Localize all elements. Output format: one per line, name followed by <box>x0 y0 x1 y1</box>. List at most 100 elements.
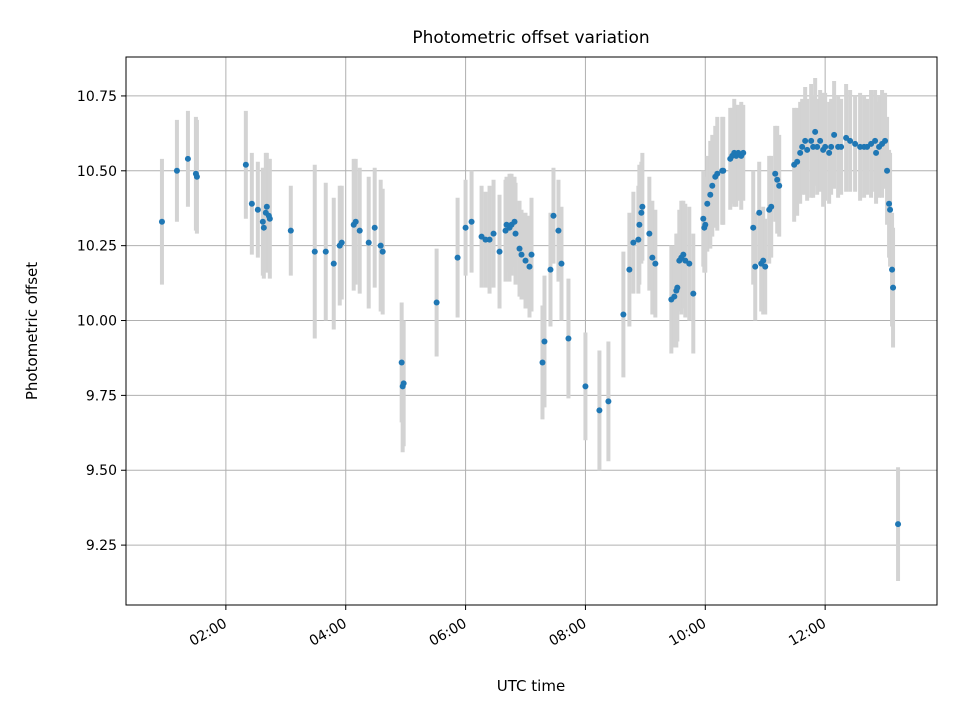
data-point <box>774 176 781 183</box>
data-point <box>802 137 809 144</box>
data-point <box>398 359 405 366</box>
data-point <box>620 311 627 318</box>
data-point <box>468 218 475 225</box>
data-point <box>776 182 783 189</box>
data-point <box>652 260 659 267</box>
data-point <box>635 236 642 243</box>
data-point <box>847 137 854 144</box>
y-tick-label: 10.25 <box>77 239 117 255</box>
data-point <box>808 137 815 144</box>
data-point <box>184 155 191 162</box>
data-point <box>352 218 359 225</box>
data-point <box>686 260 693 267</box>
data-point <box>714 170 721 177</box>
y-tick-label: 9.50 <box>86 463 117 479</box>
data-point <box>512 230 519 237</box>
data-point <box>547 266 554 273</box>
data-point <box>263 203 270 210</box>
plot-frame <box>125 56 938 606</box>
data-point <box>582 383 589 390</box>
data-point <box>838 143 845 150</box>
data-point <box>260 224 267 231</box>
data-point <box>287 227 294 234</box>
data-point <box>454 254 461 261</box>
data-point <box>768 203 775 210</box>
data-point <box>700 215 707 222</box>
data-point <box>772 170 779 177</box>
data-point <box>518 251 525 258</box>
data-point <box>886 200 893 207</box>
data-point <box>704 200 711 207</box>
data-point <box>496 248 503 255</box>
y-tick-label: 10.50 <box>77 164 117 180</box>
data-point <box>671 293 678 300</box>
data-point <box>646 230 653 237</box>
data-point <box>193 173 200 180</box>
data-point <box>462 224 469 231</box>
data-point <box>762 263 769 270</box>
data-point <box>895 521 902 528</box>
data-point <box>528 251 535 258</box>
data-point <box>511 218 518 225</box>
data-point <box>626 266 633 273</box>
data-point <box>702 221 709 228</box>
data-point <box>266 215 273 222</box>
data-point <box>541 338 548 345</box>
data-point <box>322 248 329 255</box>
data-point <box>804 146 811 153</box>
data-point <box>760 257 767 264</box>
data-point <box>636 221 643 228</box>
data-point <box>873 149 880 156</box>
data-point <box>890 284 897 291</box>
data-point <box>817 137 824 144</box>
data-point <box>814 143 821 150</box>
data-point <box>555 227 562 234</box>
y-tick-label: 9.75 <box>86 388 117 404</box>
data-point <box>812 128 819 135</box>
data-point <box>756 209 763 216</box>
data-point <box>649 254 656 261</box>
data-point <box>379 248 386 255</box>
data-point <box>596 407 603 414</box>
data-point <box>799 143 806 150</box>
data-point <box>173 167 180 174</box>
data-point <box>158 218 165 225</box>
data-point <box>338 239 345 246</box>
y-tick-label: 9.25 <box>86 538 117 554</box>
data-point <box>884 167 891 174</box>
data-point <box>486 236 493 243</box>
data-point <box>690 290 697 297</box>
data-point <box>558 260 565 267</box>
data-point <box>254 206 261 213</box>
data-point <box>638 209 645 216</box>
data-point <box>740 149 747 156</box>
grid-layer <box>126 57 937 605</box>
data-point <box>828 143 835 150</box>
y-axis-label: Photometric offset <box>23 262 41 400</box>
data-point <box>797 149 804 156</box>
data-point <box>872 137 879 144</box>
data-point <box>720 167 727 174</box>
data-point <box>248 200 255 207</box>
data-point <box>565 335 572 342</box>
point-layer <box>158 128 902 528</box>
data-point <box>889 266 896 273</box>
data-point <box>822 143 829 150</box>
data-point <box>259 218 266 225</box>
data-point <box>882 137 889 144</box>
data-point <box>311 248 318 255</box>
data-point <box>516 245 523 252</box>
data-point <box>371 224 378 231</box>
data-point <box>365 239 372 246</box>
data-point <box>831 131 838 138</box>
data-point <box>630 239 637 246</box>
data-point <box>377 242 384 249</box>
data-point <box>674 284 681 291</box>
y-tick-label: 10.00 <box>77 314 117 330</box>
data-point <box>539 359 546 366</box>
data-point <box>400 380 407 387</box>
data-point <box>242 161 249 168</box>
y-tick-label: 10.75 <box>77 89 117 105</box>
data-point <box>490 230 497 237</box>
